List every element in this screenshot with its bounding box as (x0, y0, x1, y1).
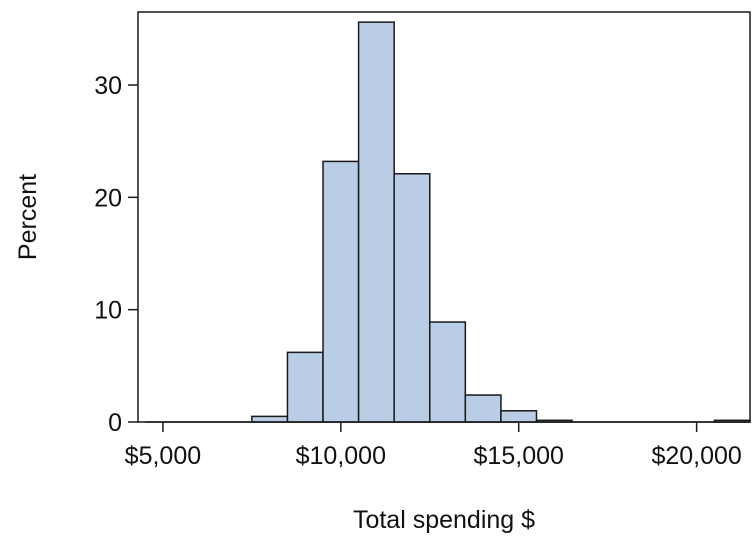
bars-group (145, 21, 751, 423)
y-axis: 0 10 20 30 (94, 72, 138, 437)
x-axis: $5,000 $10,000 $15,000 $20,000 (125, 422, 742, 470)
x-axis-title: Total spending $ (353, 506, 535, 534)
histogram-bar (322, 160, 360, 423)
y-tick-label: 10 (94, 297, 122, 325)
x-tick-label: $5,000 (125, 442, 201, 470)
y-tick-label: 0 (108, 409, 122, 437)
histogram-bar (251, 415, 289, 423)
histogram-bar (286, 351, 324, 423)
histogram-bar (464, 394, 502, 423)
x-tick-label: $15,000 (474, 442, 564, 470)
x-tick-label: $20,000 (651, 442, 741, 470)
histogram-bar (500, 410, 538, 423)
y-tick-label: 20 (94, 184, 122, 212)
x-tick-label: $10,000 (296, 442, 386, 470)
histogram-bar (429, 321, 467, 423)
y-axis-title: Percent (14, 174, 42, 260)
y-tick-label: 30 (94, 72, 122, 100)
histogram-bar (357, 21, 395, 423)
histogram-bar (393, 173, 431, 423)
